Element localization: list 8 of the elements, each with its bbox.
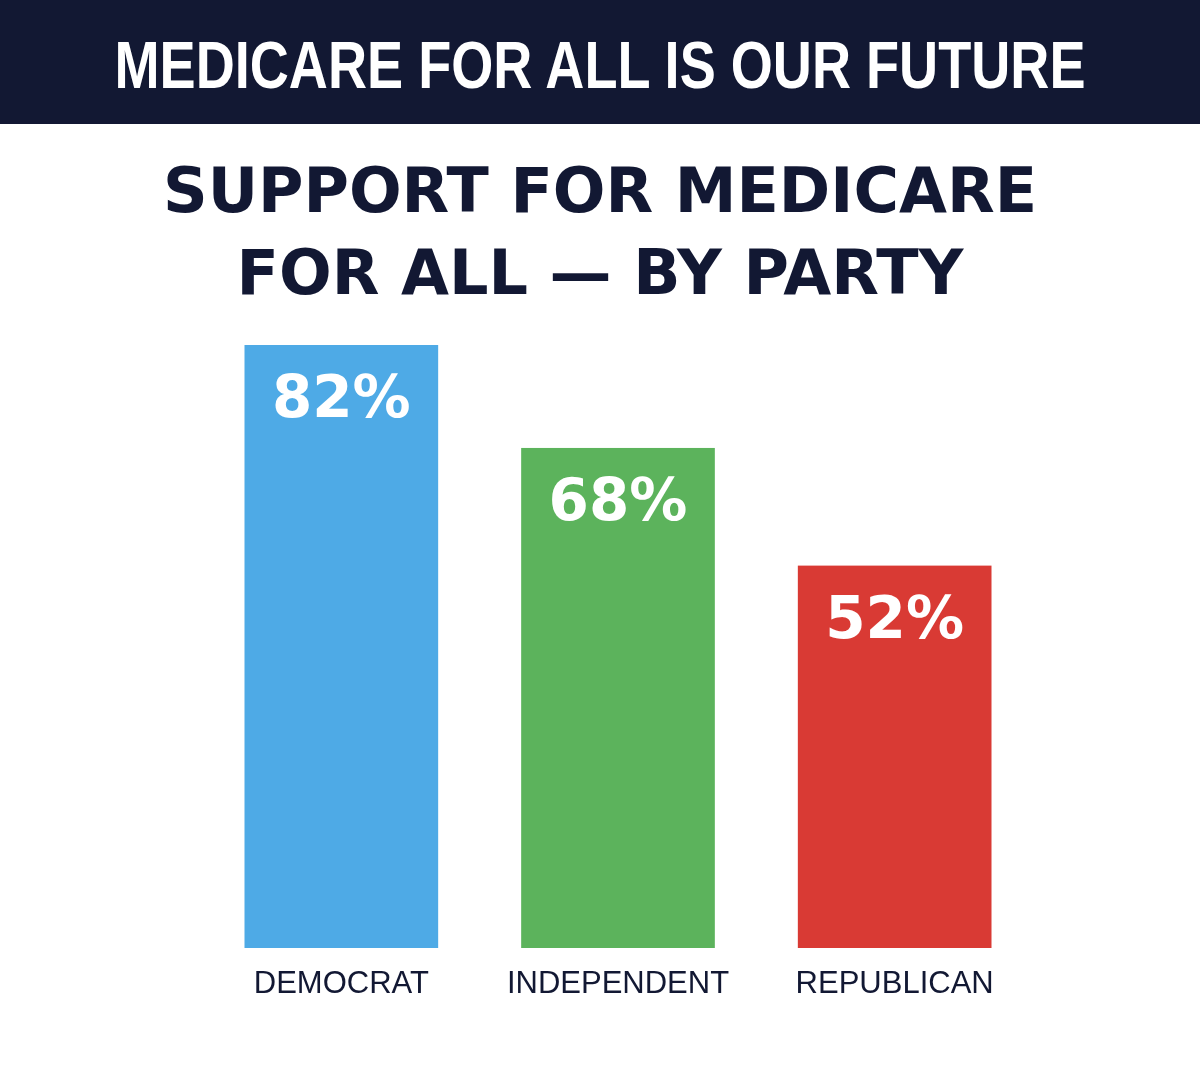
data-label: 82%: [271, 363, 411, 431]
x-tick-label: REPUBLICAN: [795, 965, 994, 1000]
data-label: 52%: [825, 583, 965, 652]
chart-title: MEDICARE FOR ALL IS OUR FUTURE: [114, 27, 1086, 103]
chart-subtitle: SUPPORT FOR MEDICARE FOR ALL — BY PARTY: [163, 154, 1037, 309]
data-label: 68%: [548, 465, 688, 534]
x-tick-label: INDEPENDENT: [506, 965, 730, 1000]
x-tick-label: DEMOCRAT: [253, 965, 429, 1000]
